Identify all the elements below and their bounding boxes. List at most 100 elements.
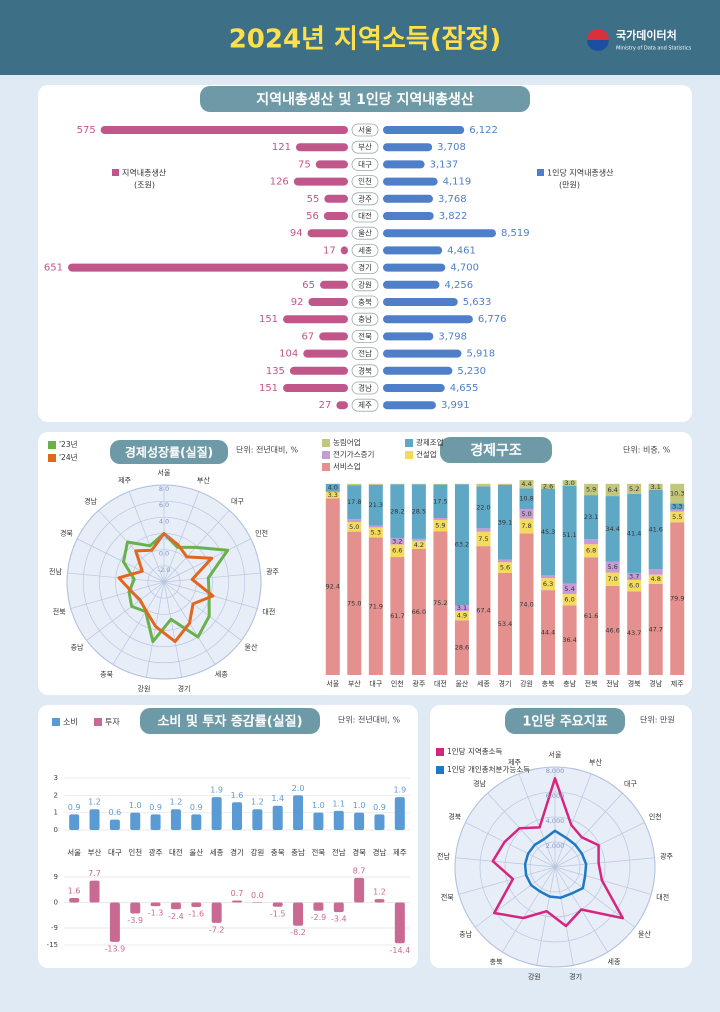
tick-label: 2,000 xyxy=(546,842,565,850)
value-label: 651 xyxy=(44,263,63,274)
bar xyxy=(295,143,348,152)
bar xyxy=(320,280,348,289)
value-label: 0.0 xyxy=(251,891,264,900)
bar xyxy=(383,177,438,186)
x-tick-label: 광주 xyxy=(149,847,163,857)
bar xyxy=(89,880,100,903)
x-tick-label: 경남 xyxy=(649,679,662,688)
value-label: 8.7 xyxy=(353,866,366,875)
bar-segment xyxy=(390,484,405,539)
bar-segment xyxy=(411,540,426,549)
value-label: 67.4 xyxy=(476,607,490,615)
x-tick-label: 충북 xyxy=(271,848,285,857)
bar xyxy=(232,900,242,903)
bar xyxy=(333,902,344,913)
value-label: 5,633 xyxy=(463,297,492,308)
panel-title: 지역내총생산 및 1인당 지역내총생산 xyxy=(256,91,474,108)
bar-segment xyxy=(433,484,448,519)
bar xyxy=(313,902,324,911)
category-label: 인천 xyxy=(255,528,268,537)
legend-label: '24년 xyxy=(59,452,78,462)
bar-segment xyxy=(670,503,685,510)
legend-swatch xyxy=(94,718,102,726)
bar-segment xyxy=(562,480,577,486)
x-tick-label: 강원 xyxy=(250,847,264,857)
category-label: 광주 xyxy=(358,193,372,203)
x-tick-label: 충북 xyxy=(542,679,555,688)
y-tick-label: -9 xyxy=(51,924,58,932)
category-label: 충북 xyxy=(490,957,503,966)
bar-segment xyxy=(584,544,599,558)
legend-label: 소비 xyxy=(63,718,78,727)
bar xyxy=(232,802,242,830)
panel-title: 경제성장률(실질) xyxy=(125,445,213,460)
value-label: 23.1 xyxy=(584,513,598,521)
category-label: 대전 xyxy=(656,893,669,902)
radar-spoke xyxy=(163,581,183,678)
value-label: 5,230 xyxy=(457,366,486,377)
value-label: 126 xyxy=(270,177,289,188)
value-label: -8.2 xyxy=(290,928,306,937)
value-label: 41.6 xyxy=(648,526,662,534)
category-label: 서울 xyxy=(358,126,372,135)
bar xyxy=(383,126,465,134)
legend-swatch xyxy=(537,169,544,176)
bar-segment xyxy=(347,483,362,486)
value-label: 28.5 xyxy=(412,508,426,516)
bar xyxy=(191,814,202,830)
category-label: 강원 xyxy=(138,684,151,693)
bar xyxy=(308,298,348,306)
bar-segment xyxy=(627,591,642,675)
bar-segment xyxy=(498,572,512,675)
bar-segment xyxy=(498,484,512,560)
radar-spoke xyxy=(67,572,165,583)
value-label: 121 xyxy=(272,142,291,153)
y-tick-label: 2 xyxy=(54,791,58,799)
value-label: 17.5 xyxy=(433,497,447,505)
category-label: 강원 xyxy=(358,279,372,289)
bar-segment xyxy=(347,522,362,532)
bar-segment xyxy=(476,486,491,529)
category-pill xyxy=(351,123,379,137)
x-tick-label: 울산 xyxy=(189,847,203,857)
bar xyxy=(383,366,453,375)
category-pill xyxy=(351,140,379,154)
bar xyxy=(150,814,161,830)
bar xyxy=(383,143,433,152)
value-label: 2.6 xyxy=(543,482,553,490)
bar-segment xyxy=(562,593,577,606)
radar-spoke xyxy=(112,581,165,665)
x-tick-label: 인천 xyxy=(391,679,404,688)
value-label: 5,918 xyxy=(466,349,495,360)
value-label: 0.7 xyxy=(231,889,244,898)
x-tick-label: 서울 xyxy=(326,679,339,688)
value-label: 0.9 xyxy=(190,803,203,812)
legend-label: 투자 xyxy=(105,718,120,727)
page-title: 2024년 지역소득(잠정) xyxy=(229,25,502,55)
x-tick-label: 경남 xyxy=(373,847,387,857)
category-label: 충북 xyxy=(358,298,372,307)
tick-label: 6.0 xyxy=(159,501,169,509)
category-pill xyxy=(351,347,379,361)
category-label: 제주 xyxy=(358,401,372,410)
value-label: 6.6 xyxy=(392,547,402,555)
bar xyxy=(319,332,348,341)
bar-segment xyxy=(498,562,512,573)
value-label: -3.9 xyxy=(127,916,143,925)
bar xyxy=(383,401,436,410)
x-tick-label: 제주 xyxy=(393,848,407,857)
value-label: 3,991 xyxy=(441,400,470,411)
tick-label: 4,000 xyxy=(546,817,565,825)
bar xyxy=(272,805,283,830)
bar xyxy=(69,814,80,830)
value-label: 3.0 xyxy=(564,479,574,487)
value-label: 94 xyxy=(290,228,303,239)
bar xyxy=(100,126,348,134)
value-label: 10.8 xyxy=(519,495,533,503)
value-label: 5.3 xyxy=(371,528,381,536)
bar-segment xyxy=(519,509,534,519)
category-pill xyxy=(351,243,379,257)
radar-spoke xyxy=(554,866,574,966)
legend-swatch xyxy=(112,169,119,176)
value-label: 6.8 xyxy=(586,547,596,555)
